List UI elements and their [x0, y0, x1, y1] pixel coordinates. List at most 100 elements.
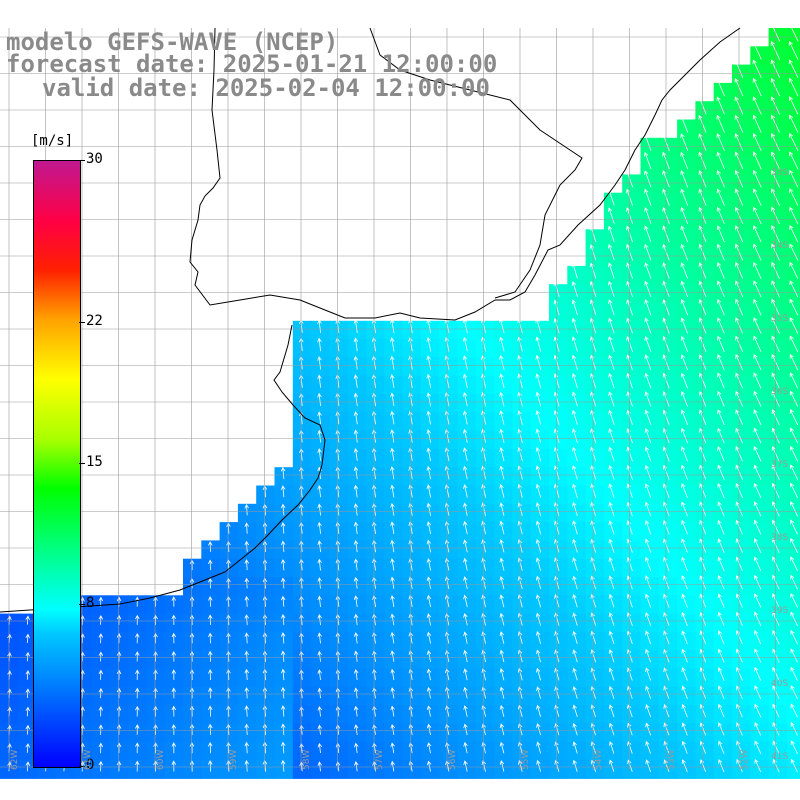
wind-arrow — [153, 724, 158, 735]
wind-arrow — [753, 427, 762, 444]
wind-arrow — [317, 613, 322, 626]
wind-arrow — [390, 318, 395, 334]
wind-arrow — [790, 703, 798, 718]
wind-arrow — [135, 742, 140, 754]
wind-arrow — [426, 429, 432, 443]
wind-arrow — [153, 596, 158, 607]
longitude-label: 58W — [302, 749, 312, 770]
wind-arrow — [244, 577, 250, 589]
wind-arrow — [481, 447, 487, 462]
colorbar-tick-mark — [79, 160, 85, 161]
wind-arrow — [98, 651, 104, 662]
wind-arrow — [645, 648, 652, 663]
wind-arrow — [753, 409, 762, 426]
wind-arrow — [608, 520, 615, 535]
longitude-label: 52W — [740, 749, 750, 770]
wind-arrow — [626, 649, 633, 663]
wind-arrow — [426, 760, 432, 772]
wind-arrow — [790, 482, 799, 499]
wind-arrow — [663, 759, 670, 773]
wind-arrow — [572, 612, 578, 626]
wind-arrow — [153, 705, 158, 717]
wind-arrow — [608, 704, 615, 718]
latitude-label: 39S — [771, 606, 789, 616]
wind-arrow — [426, 594, 432, 608]
wind-arrow — [244, 522, 250, 534]
wind-arrow — [535, 539, 542, 553]
wind-arrow — [462, 465, 468, 480]
wind-speed-cell — [786, 430, 800, 450]
wind-arrow — [680, 114, 689, 133]
wind-arrow — [280, 466, 286, 480]
wind-arrow — [116, 760, 122, 772]
wind-arrow — [426, 650, 432, 662]
longitude-label: 55W — [521, 749, 531, 770]
wind-arrow — [789, 427, 799, 444]
wind-arrow — [517, 410, 523, 425]
wind-arrow — [208, 559, 213, 571]
wind-arrow — [790, 666, 798, 681]
wind-arrow — [753, 317, 762, 334]
title-forecast-date: forecast date: 2025-01-21 12:00:00 — [6, 50, 498, 78]
colorbar-tick-mark — [79, 321, 85, 323]
wind-arrow — [699, 446, 707, 462]
wind-arrow — [353, 632, 359, 644]
wind-arrow — [25, 688, 30, 699]
wind-arrow — [535, 557, 542, 571]
wind-arrow — [463, 705, 468, 717]
wind-arrow — [536, 723, 541, 736]
wind-speed-cell — [786, 82, 800, 102]
wind-arrow — [772, 593, 780, 608]
wind-arrow — [116, 596, 122, 607]
wind-arrow — [317, 687, 323, 699]
wind-arrow — [426, 723, 432, 736]
wind-speed-cell — [786, 650, 800, 670]
wind-arrow — [644, 464, 652, 480]
wind-arrow — [481, 483, 487, 498]
wind-arrow — [517, 373, 523, 389]
wind-arrow — [463, 723, 468, 736]
wind-arrow — [572, 520, 578, 535]
wind-arrow — [645, 575, 652, 590]
wind-arrow — [627, 667, 633, 681]
wind-arrow — [572, 722, 578, 736]
wind-arrow — [680, 391, 688, 407]
wind-arrow — [699, 390, 707, 407]
wind-arrow — [535, 354, 542, 370]
wind-arrow — [717, 667, 725, 681]
wind-arrow — [608, 299, 615, 316]
latitude-label: 33S — [771, 168, 789, 178]
wind-arrow — [717, 482, 725, 499]
wind-arrow — [735, 501, 743, 517]
wind-arrow — [772, 630, 780, 645]
wind-arrow — [535, 446, 542, 462]
wind-arrow — [171, 742, 177, 754]
wind-arrow — [390, 668, 395, 681]
wind-arrow — [717, 464, 725, 480]
wind-speed-cell — [786, 558, 800, 578]
wind-arrow — [189, 614, 195, 626]
wind-arrow — [317, 540, 322, 553]
wind-arrow — [608, 262, 615, 279]
wind-arrow — [208, 596, 213, 607]
longitude-label: 53W — [667, 749, 677, 770]
wind-arrow — [554, 667, 560, 681]
wind-arrow — [645, 740, 651, 754]
wind-arrow — [517, 557, 523, 571]
wind-arrow — [645, 612, 652, 626]
wind-speed-cell — [786, 540, 800, 560]
wind-arrow — [499, 649, 505, 663]
wind-arrow — [244, 759, 249, 772]
wind-arrow — [753, 225, 762, 243]
wind-speed-cell — [786, 265, 800, 285]
wind-arrow — [535, 502, 542, 517]
wind-arrow — [481, 520, 486, 535]
longitude-label: 56W — [448, 749, 458, 770]
wind-arrow — [426, 521, 432, 535]
wind-arrow — [280, 613, 286, 626]
wind-arrow — [244, 614, 250, 626]
wind-arrow — [463, 668, 468, 681]
wind-arrow — [662, 354, 670, 371]
wind-arrow — [644, 354, 652, 371]
wind-arrow — [353, 392, 359, 407]
